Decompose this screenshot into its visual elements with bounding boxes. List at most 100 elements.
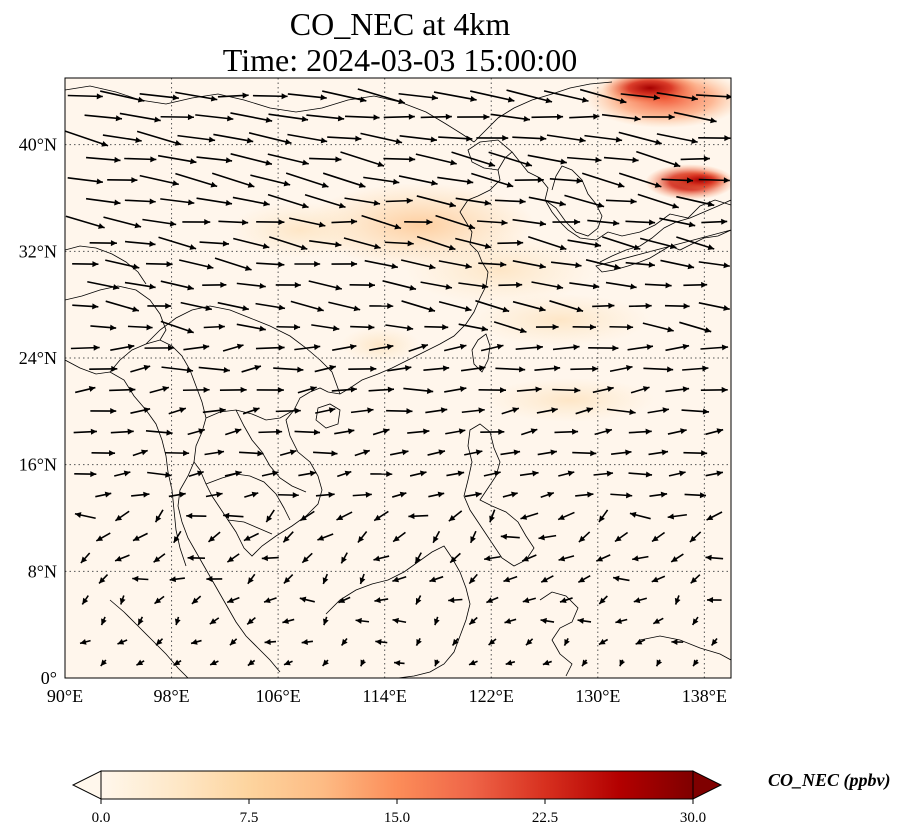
wind-arrow-387 xyxy=(153,553,166,563)
wind-arrow-162 xyxy=(236,282,266,289)
wind-arrow-196 xyxy=(203,323,225,330)
wind-arrow-330 xyxy=(628,471,653,478)
coastline-taiwan xyxy=(471,333,491,373)
wind-arrow-70 xyxy=(67,177,103,185)
wind-arrow-235 xyxy=(348,365,377,372)
wind-arrow-453 xyxy=(652,617,664,625)
wind-arrow-417 xyxy=(612,575,630,582)
wind-arrow-236 xyxy=(387,365,412,372)
wind-arrow-242 xyxy=(609,364,633,373)
lat-tick-label-1: 8°N xyxy=(28,561,57,581)
wind-arrow-204 xyxy=(493,321,527,334)
wind-arrow-151 xyxy=(478,261,507,268)
wind-arrow-249 xyxy=(219,386,247,393)
wind-arrow-72 xyxy=(139,174,179,186)
wind-arrow-253 xyxy=(368,386,395,393)
wind-arrow-115 xyxy=(435,214,476,230)
wind-arrow-94 xyxy=(304,193,346,209)
wind-arrow-350 xyxy=(74,512,96,520)
wind-arrow-368 xyxy=(95,532,111,542)
wind-arrow-244 xyxy=(682,365,709,372)
wind-arrow-109 xyxy=(218,219,249,226)
wind-arrow-370 xyxy=(173,530,182,544)
wind-arrow-207 xyxy=(609,324,634,331)
wind-arrow-337 xyxy=(244,491,259,498)
wind-arrow-300 xyxy=(165,450,190,457)
wind-arrow-309 xyxy=(500,449,521,456)
wind-arrow-451 xyxy=(577,617,592,624)
wind-arrow-379 xyxy=(500,533,520,540)
wind-arrow-153 xyxy=(550,261,582,269)
wind-arrow-86 xyxy=(661,177,694,184)
wind-arrow-346 xyxy=(575,491,594,498)
wind-arrow-31 xyxy=(569,113,600,120)
wind-arrow-444 xyxy=(322,616,329,626)
wind-arrow-50 xyxy=(618,131,662,146)
wind-arrow-51 xyxy=(656,133,698,144)
wind-arrow-344 xyxy=(502,491,518,498)
wind-arrow-425 xyxy=(263,597,277,604)
wind-arrow-433 xyxy=(559,597,573,604)
wind-arrow-182 xyxy=(328,301,361,312)
wind-arrow-408 xyxy=(283,574,294,584)
wind-arrow-418 xyxy=(651,575,666,583)
wind-arrow-482 xyxy=(434,659,441,667)
wind-arrow-0 xyxy=(67,93,103,100)
wind-arrow-296 xyxy=(667,428,687,435)
wind-arrow-16 xyxy=(656,92,698,102)
wind-arrow-104 xyxy=(676,195,715,207)
wind-arrow-474 xyxy=(136,659,145,666)
wind-arrow-371 xyxy=(207,531,221,543)
wind-arrow-212 xyxy=(144,344,175,351)
wind-arrow-165 xyxy=(349,282,375,289)
coastline-hainan xyxy=(315,403,341,429)
wind-arrow-146 xyxy=(294,261,321,268)
wind-arrow-177 xyxy=(147,303,172,310)
wind-arrow-198 xyxy=(276,324,301,331)
wind-arrow-80 xyxy=(437,176,474,185)
wind-arrow-262 xyxy=(700,386,728,393)
wind-arrow-446 xyxy=(392,617,407,624)
wind-arrow-397 xyxy=(521,554,537,562)
wind-arrow-285 xyxy=(258,428,283,435)
wind-arrow-406 xyxy=(206,576,223,583)
wind-arrow-92 xyxy=(232,196,270,207)
wind-arrow-335 xyxy=(168,491,186,498)
wind-arrow-415 xyxy=(540,575,554,583)
wind-arrow-167 xyxy=(420,281,453,290)
wind-arrow-174 xyxy=(683,281,708,288)
wind-arrow-380 xyxy=(538,534,557,541)
wind-arrow-386 xyxy=(114,554,130,562)
wind-arrow-190 xyxy=(628,302,652,309)
wind-arrow-323 xyxy=(370,471,393,478)
wind-arrow-315 xyxy=(74,471,97,478)
wind-arrow-201 xyxy=(385,324,414,332)
wind-arrow-403 xyxy=(98,573,109,585)
wind-arrow-120 xyxy=(625,219,656,226)
wind-arrow-214 xyxy=(222,343,244,352)
wind-arrow-24 xyxy=(306,114,345,122)
wind-arrow-478 xyxy=(283,659,293,666)
wind-arrow-139 xyxy=(676,236,715,251)
wind-arrow-367 xyxy=(706,511,723,521)
wind-arrow-9 xyxy=(398,92,439,101)
wind-arrow-108 xyxy=(182,219,211,226)
wind-arrow-180 xyxy=(255,302,286,311)
wind-arrow-181 xyxy=(290,300,324,312)
wind-arrow-22 xyxy=(230,112,273,123)
wind-arrow-274 xyxy=(501,407,520,415)
wind-arrow-63 xyxy=(451,151,496,167)
wind-arrow-143 xyxy=(179,259,214,270)
wind-arrow-365 xyxy=(629,511,651,520)
wind-arrow-2 xyxy=(139,93,179,101)
wind-arrow-105 xyxy=(65,215,105,229)
wind-arrow-58 xyxy=(267,153,309,166)
lat-tick-label-4: 32°N xyxy=(19,241,57,261)
wind-arrow-81 xyxy=(471,172,514,188)
lon-tick-label-0: 90°E xyxy=(47,686,83,706)
wind-arrow-216 xyxy=(294,344,321,351)
wind-arrow-38 xyxy=(177,134,216,143)
wind-arrow-383 xyxy=(651,531,666,543)
wind-arrow-48 xyxy=(546,134,586,143)
wind-arrow-185 xyxy=(438,300,472,312)
